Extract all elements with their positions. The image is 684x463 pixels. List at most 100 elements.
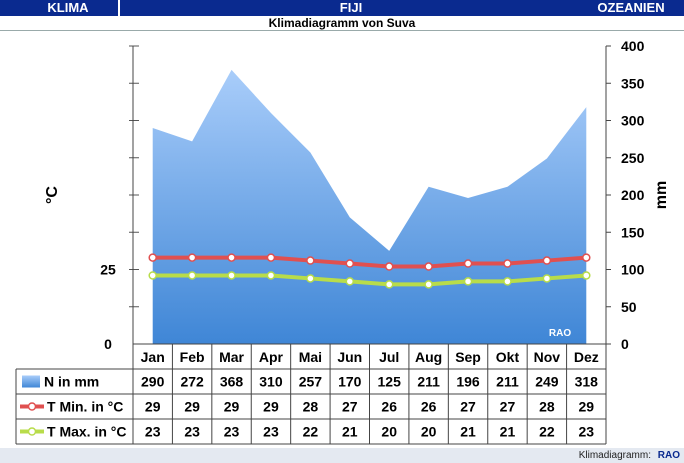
month-label: Jan [141,349,165,365]
value-cell: 20 [381,424,397,440]
value-cell: 21 [460,424,476,440]
value-cell: 28 [303,399,319,415]
value-cell: 318 [575,374,599,390]
tmin-point [345,259,355,268]
legend-label: T Max. in °C [47,424,127,440]
value-cell: 27 [460,399,476,415]
month-label: Mar [219,349,244,365]
legend-point-swatch [27,402,37,411]
tmax-point [306,274,315,283]
tmin-point [424,262,433,271]
footer-brand: RAO [657,450,680,461]
tmax-point [542,274,552,283]
country-title: FIJI [120,0,582,16]
tmin-point [187,253,197,262]
climate-chart: RAO 0 50 100 150 200 250 300 350 400 0 25 °C mm Jan F… [15,38,670,445]
right-tick-label: 0 [621,336,629,352]
month-label: Sep [455,349,481,365]
right-tick-label: 300 [621,113,645,129]
value-cell: 23 [184,424,200,440]
value-cell: 310 [259,374,283,390]
value-cell: 29 [263,399,279,415]
left-axis-title: °C [44,186,61,204]
tmax-point [345,277,355,286]
value-cell: 21 [500,424,516,440]
value-cell: 211 [496,374,519,390]
value-cell: 28 [539,399,555,415]
month-label: Okt [496,349,520,365]
value-cell: 272 [180,374,204,390]
tmax-point [424,280,433,289]
right-tick-label: 350 [621,75,645,91]
watermark-text: RAO [549,328,571,339]
left-tick-label: 25 [100,262,116,278]
right-tick-label: 200 [621,187,645,203]
month-label: Nov [534,349,561,365]
legend-area-swatch [22,375,40,388]
tmax-point [582,271,591,280]
legend-point-swatch [27,427,37,436]
tab-ozeanien[interactable]: OZEANIEN [578,0,684,16]
right-tick-label: 250 [621,150,645,166]
value-cell: 22 [303,424,319,440]
value-cell: 23 [224,424,240,440]
value-cell: 290 [141,374,165,390]
value-cell: 125 [378,374,402,390]
value-cell: 249 [535,374,559,390]
value-cell: 21 [342,424,358,440]
value-cell: 29 [145,399,161,415]
value-cell: 257 [299,374,323,390]
right-tick-label: 400 [621,38,645,54]
value-cell: 22 [539,424,555,440]
right-tick-label: 50 [621,299,637,315]
tmin-point [384,262,394,271]
value-cell: 27 [500,399,516,415]
footer-prefix: Klimadiagramm: [578,450,651,461]
tmin-point [463,259,473,268]
globe-icon [0,0,18,16]
tmax-point [227,271,236,280]
value-cell: 27 [342,399,358,415]
tmax-point [187,271,197,280]
value-cell: 23 [579,424,595,440]
value-cell: 23 [263,424,279,440]
value-cell: 211 [417,374,440,390]
tmin-line [152,255,587,269]
tmin-point [266,253,276,262]
month-label: Apr [259,349,284,365]
value-cell: 29 [184,399,200,415]
tmin-point [227,253,236,262]
tmin-point [306,256,315,265]
month-label: Feb [180,349,205,365]
legend-label: N in mm [44,374,99,390]
month-label: Mai [299,349,322,365]
tmax-point [463,277,473,286]
value-cell: 170 [338,374,362,390]
right-tick-label: 100 [621,262,645,278]
tmax-point [384,280,394,289]
month-label: Jun [337,349,362,365]
value-cell: 23 [145,424,161,440]
tmax-point [503,277,512,286]
footer: Klimadiagramm: RAO [0,448,684,463]
value-cell: 26 [381,399,397,415]
value-cell: 20 [421,424,437,440]
value-cell: 29 [579,399,595,415]
tmax-point [266,271,276,280]
left-tick-label: 0 [104,336,112,352]
tmax-line [152,273,587,287]
right-axis-title: mm [653,181,670,209]
precipitation-area [152,69,587,344]
tmin-point [542,256,552,265]
value-cell: 26 [421,399,437,415]
tmin-point [148,253,157,262]
value-cell: 368 [220,374,244,390]
tmax-point [148,271,157,280]
chart-subtitle: Klimadiagramm von Suva [0,16,684,31]
tab-klima[interactable]: KLIMA [18,0,118,16]
month-label: Aug [415,349,442,365]
right-tick-label: 150 [621,224,645,240]
legend-label: T Min. in °C [47,399,123,415]
value-cell: 196 [456,374,480,390]
value-cell: 29 [224,399,240,415]
